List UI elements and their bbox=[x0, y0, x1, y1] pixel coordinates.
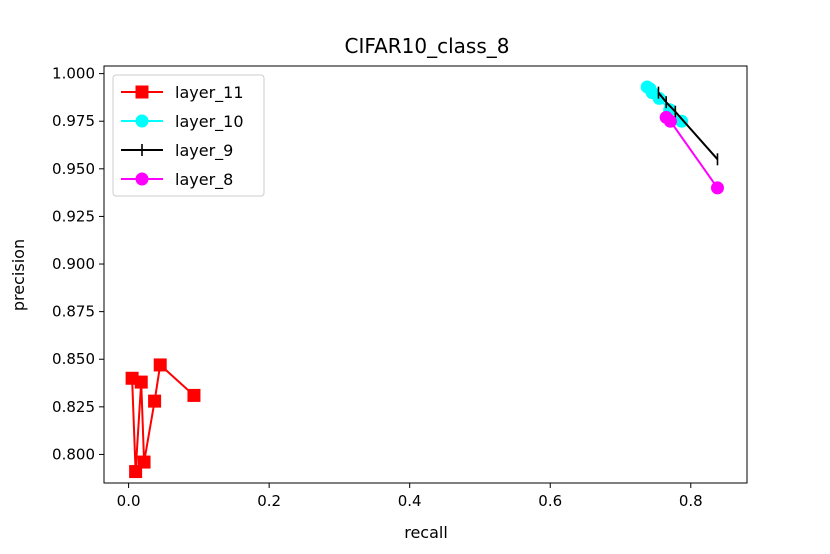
legend-marker-layer-8 bbox=[135, 172, 149, 186]
series-line-layer-9 bbox=[657, 92, 719, 160]
data-point-layer-11 bbox=[153, 358, 167, 372]
y-axis-label: precision bbox=[9, 239, 28, 311]
legend-marker-layer-11 bbox=[135, 85, 149, 99]
legend-label-layer-8: layer_8 bbox=[175, 170, 233, 190]
x-tick-label: 0.2 bbox=[257, 492, 281, 510]
data-point-layer-8 bbox=[710, 181, 724, 195]
x-tick-label: 0.0 bbox=[117, 492, 141, 510]
y-tick-label: 0.875 bbox=[52, 303, 95, 321]
x-tick-label: 0.8 bbox=[679, 492, 703, 510]
y-tick-label: 0.925 bbox=[52, 207, 95, 225]
legend-item-layer-9: layer_9 bbox=[121, 141, 233, 161]
data-point-layer-10 bbox=[640, 80, 654, 94]
data-point-layer-11 bbox=[125, 371, 139, 385]
y-tick-label: 1.000 bbox=[52, 65, 95, 83]
legend-marker-layer-10 bbox=[135, 114, 149, 128]
legend: layer_11 layer_10 layer_9 layer_8 bbox=[112, 74, 265, 197]
data-point-layer-11 bbox=[187, 388, 201, 402]
chart-title: CIFAR10_class_8 bbox=[345, 34, 510, 58]
series-layer-8 bbox=[659, 110, 724, 195]
x-axis-label: recall bbox=[404, 523, 448, 542]
series-layer bbox=[125, 80, 724, 479]
legend-label-layer-10: layer_10 bbox=[175, 112, 244, 132]
legend-item-layer-11: layer_11 bbox=[121, 83, 244, 103]
legend-box bbox=[112, 74, 265, 197]
x-tick-label: 0.4 bbox=[398, 492, 422, 510]
series-layer-11 bbox=[125, 358, 201, 479]
data-point-layer-11 bbox=[137, 455, 151, 469]
x-axis: 0.0 0.2 0.4 0.6 0.8 bbox=[117, 483, 703, 510]
legend-item-layer-10: layer_10 bbox=[121, 112, 244, 132]
legend-label-layer-11: layer_11 bbox=[175, 83, 244, 103]
data-point-layer-8 bbox=[659, 110, 673, 124]
x-tick-label: 0.6 bbox=[538, 492, 562, 510]
data-point-layer-10 bbox=[675, 114, 689, 128]
y-axis: 0.800 0.825 0.850 0.875 0.900 0.925 0.950 0.975… bbox=[52, 65, 104, 463]
data-point-layer-11 bbox=[129, 465, 143, 479]
series-layer-9 bbox=[657, 86, 719, 166]
y-tick-label: 0.900 bbox=[52, 255, 95, 273]
legend-label-layer-9: layer_9 bbox=[175, 141, 233, 161]
y-tick-label: 0.975 bbox=[52, 112, 95, 130]
y-tick-label: 0.825 bbox=[52, 398, 95, 416]
y-tick-label: 0.850 bbox=[52, 350, 95, 368]
y-tick-label: 0.950 bbox=[52, 160, 95, 178]
data-point-layer-11 bbox=[148, 394, 162, 408]
legend-item-layer-8: layer_8 bbox=[121, 170, 233, 190]
y-tick-label: 0.800 bbox=[52, 445, 95, 463]
